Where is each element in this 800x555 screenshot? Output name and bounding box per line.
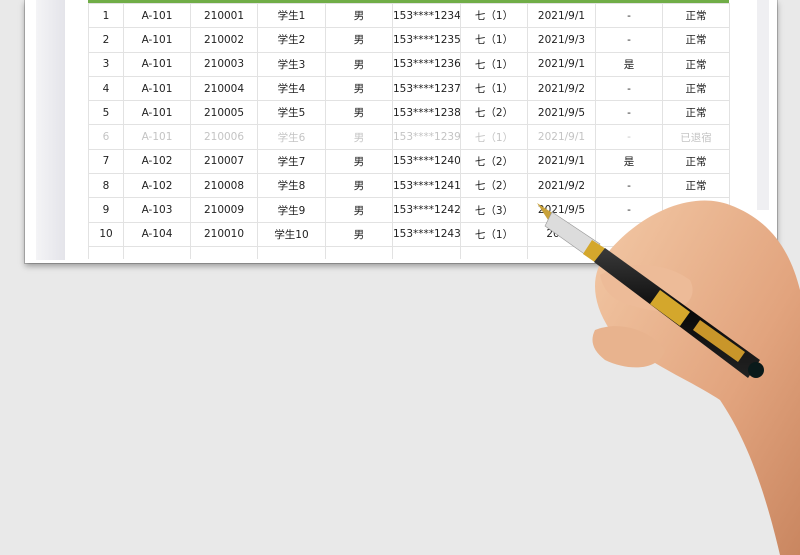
cell-status[interactable]: 正常 xyxy=(662,100,730,126)
cell-flag[interactable]: - xyxy=(595,173,663,199)
cell-phone[interactable]: 153****1234 xyxy=(392,2,461,29)
table-row: 5 A-101 210005 学生5 男 153****1238 七（2） 2021/9/5-… xyxy=(88,100,730,126)
cell-class[interactable]: 七（2） xyxy=(460,148,528,175)
cell-checkin-date[interactable]: 2021/9/1 xyxy=(527,2,596,29)
cell-status[interactable]: 正常 xyxy=(662,51,730,77)
cell-flag[interactable]: - xyxy=(595,100,663,126)
cell-student-id[interactable]: 210007 xyxy=(190,148,258,175)
cell-checkin-date[interactable]: 2021/9/2 xyxy=(527,173,596,199)
table-row: 6 A-101 210006 学生6 男 153****1239 七（1） 2021/9/1-… xyxy=(88,124,730,150)
cell-room-number[interactable]: A-101 xyxy=(123,100,191,126)
cell-student-id[interactable]: 210008 xyxy=(190,173,258,199)
sheet-left-margin xyxy=(36,0,65,260)
cell-room-number[interactable]: A-104 xyxy=(123,221,191,247)
cell-student-name[interactable]: 学生9 xyxy=(257,197,326,223)
cell-student-name[interactable]: 学生1 xyxy=(257,2,326,29)
cell-room-number[interactable]: A-101 xyxy=(123,75,191,102)
cell-status[interactable]: 正常 xyxy=(662,2,730,29)
cell-class[interactable]: 七（2） xyxy=(460,100,528,126)
cell-room-number[interactable]: A-101 xyxy=(123,27,191,53)
cell-room-number[interactable]: A-102 xyxy=(123,173,191,199)
cell-student-name[interactable]: 学生3 xyxy=(257,51,326,77)
cell-student-id[interactable]: 210004 xyxy=(190,75,258,102)
cell-phone[interactable]: 153****1243 xyxy=(392,221,461,247)
cell-gender[interactable]: 男 xyxy=(325,75,393,102)
table-row: 1 A-101 210001 学生1 男 153****1234 七（1） 2021/9/1-… xyxy=(88,2,730,29)
cell-class[interactable]: 七（3） xyxy=(460,197,528,223)
cell-flag[interactable]: 是 xyxy=(595,51,663,77)
table-row: 2 A-101 210002 学生2 男 153****1235 七（1） 2021/9/3-… xyxy=(88,27,730,53)
cell-checkin-date[interactable]: 2021/9/1 xyxy=(527,51,596,77)
cell-phone[interactable]: 153****1237 xyxy=(392,75,461,102)
table-row: 4 A-101 210004 学生4 男 153****1237 七（1） 2021/9/2-… xyxy=(88,75,730,102)
header-accent-bar xyxy=(88,0,729,3)
cell-gender[interactable]: 男 xyxy=(325,100,393,126)
fountain-pen-icon xyxy=(537,203,764,378)
cell-class[interactable]: 七（1） xyxy=(460,75,528,102)
table-row: 3 A-101 210003 学生3 男 153****1236 七（1） 2021/9/1 是… xyxy=(88,51,730,77)
cell-checkin-date[interactable]: 2021/9/1 xyxy=(527,124,596,150)
cell-room-number[interactable]: A-102 xyxy=(123,148,191,175)
cell-class[interactable]: 七（1） xyxy=(460,221,528,247)
cell-row-number[interactable]: 3 xyxy=(88,51,124,77)
cell-gender[interactable]: 男 xyxy=(325,2,393,29)
cell-row-number[interactable]: 4 xyxy=(88,75,124,102)
cell-student-name[interactable]: 学生10 xyxy=(257,221,326,247)
cell-student-name[interactable]: 学生5 xyxy=(257,100,326,126)
cell-row-number[interactable]: 8 xyxy=(88,173,124,199)
cell-gender[interactable]: 男 xyxy=(325,51,393,77)
cell-flag[interactable]: - xyxy=(595,2,663,29)
cell-checkin-date[interactable]: 2021/9/5 xyxy=(527,100,596,126)
cell-flag[interactable]: - xyxy=(595,27,663,53)
cell-status[interactable]: 正常 xyxy=(662,148,730,175)
cell-student-id[interactable]: 210001 xyxy=(190,2,258,29)
cell-row-number[interactable]: 9 xyxy=(88,197,124,223)
cell-room-number[interactable]: A-101 xyxy=(123,51,191,77)
hand-icon xyxy=(592,200,800,555)
cell-phone[interactable]: 153****1240 xyxy=(392,148,461,175)
cell-flag[interactable]: 是 xyxy=(595,148,663,175)
cell-student-name[interactable]: 学生2 xyxy=(257,27,326,53)
table-row: 7 A-102 210007 学生7 男 153****1240 七（2） 2021/9/1 是… xyxy=(88,148,730,175)
cell-student-id[interactable]: 210005 xyxy=(190,100,258,126)
cell-phone[interactable]: 153****1241 xyxy=(392,173,461,199)
dormitory-table: 1 A-101 210001 学生1 男 153****1234 七（1） 2021/9/1-… xyxy=(88,0,730,259)
table-row: 8 A-102 210008 学生8 男 153****1241 七（2） 2021/9/2-… xyxy=(88,173,730,199)
cell-student-id[interactable]: 210002 xyxy=(190,27,258,53)
cell-class[interactable]: 七（2） xyxy=(460,173,528,199)
cell-student-name[interactable]: 学生4 xyxy=(257,75,326,102)
cell-student-id[interactable]: 210003 xyxy=(190,51,258,77)
cell-phone[interactable]: 153****1239 xyxy=(392,124,461,150)
cell-checkin-date[interactable]: 2021/9/2 xyxy=(527,75,596,102)
cell-status[interactable]: 正常 xyxy=(662,75,730,102)
cell-flag[interactable]: - xyxy=(595,75,663,102)
cell-phone[interactable]: 153****1242 xyxy=(392,197,461,223)
data-table: 1 A-101 210001 学生1 男 153****1234 七（1） 2021/9/1-… xyxy=(88,2,730,259)
cell-class[interactable]: 七（1） xyxy=(460,2,528,29)
cell-status[interactable]: 正常 xyxy=(662,27,730,53)
cell-class[interactable]: 七（1） xyxy=(460,51,528,77)
cell-room-number[interactable]: A-101 xyxy=(123,2,191,29)
sheet-right-margin xyxy=(757,0,769,210)
cell-student-id[interactable]: 210009 xyxy=(190,197,258,223)
cell-row-number[interactable]: 1 xyxy=(88,2,124,29)
cell-row-number[interactable]: 10 xyxy=(88,221,124,247)
